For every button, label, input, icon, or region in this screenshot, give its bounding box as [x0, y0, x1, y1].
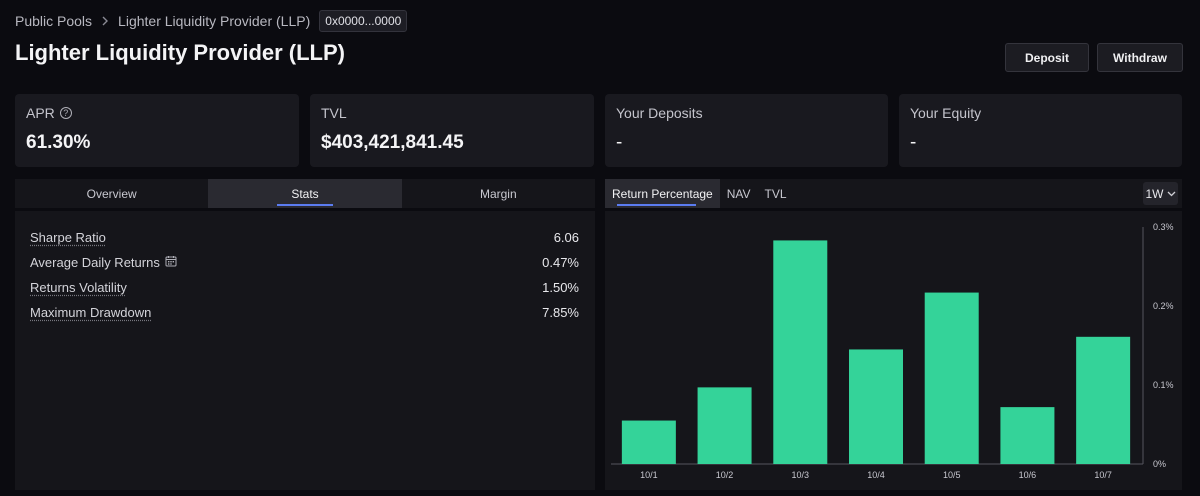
- stats-panel: Sharpe Ratio 6.06 Average Daily Returns …: [15, 211, 595, 490]
- return-chart-svg: 0% 0.1% 0.2% 0.3% 10/1 10/2 10/3 10/4 10/5 10/6 10…: [611, 222, 1174, 480]
- stat-row: Average Daily Returns 0.47%: [30, 250, 579, 275]
- x-tick-label: 10/7: [1094, 470, 1112, 480]
- tab-return-percentage[interactable]: Return Percentage: [605, 179, 720, 208]
- tvl-card: TVL $403,421,841.45: [310, 94, 594, 167]
- chart-tab-bar: Return Percentage NAV TVL 1W: [605, 179, 1182, 208]
- apr-label: APR: [26, 105, 55, 121]
- address-chip[interactable]: 0x0000...0000: [319, 10, 408, 32]
- y-tick-label: 0.3%: [1153, 222, 1174, 232]
- tab-overview[interactable]: Overview: [86, 186, 137, 201]
- calendar-icon[interactable]: [165, 255, 177, 270]
- x-tick-label: 10/5: [943, 470, 961, 480]
- tab-nav[interactable]: NAV: [726, 186, 751, 201]
- your-equity-value: -: [910, 132, 917, 153]
- your-equity-card: Your Equity -: [899, 94, 1182, 167]
- deposit-button[interactable]: Deposit: [1005, 43, 1089, 72]
- x-tick-label: 10/3: [792, 470, 810, 480]
- stat-row: Returns Volatility 1.50%: [30, 275, 579, 300]
- x-tick-label: 10/1: [640, 470, 658, 480]
- returns-volatility-label[interactable]: Returns Volatility: [30, 280, 127, 295]
- your-deposits-label: Your Deposits: [616, 105, 703, 121]
- y-tick-label: 0%: [1153, 459, 1166, 469]
- bar-10-2[interactable]: [697, 387, 752, 464]
- info-icon[interactable]: ?: [59, 107, 72, 119]
- bar-10-3[interactable]: [773, 240, 828, 464]
- x-tick-label: 10/4: [867, 470, 885, 480]
- returns-volatility-value: 1.50%: [542, 280, 579, 295]
- withdraw-button[interactable]: Withdraw: [1097, 43, 1183, 72]
- apr-card: APR ? 61.30%: [15, 94, 299, 167]
- bar-10-6[interactable]: [1000, 407, 1055, 464]
- x-tick-label: 10/2: [716, 470, 734, 480]
- range-select[interactable]: 1W: [1143, 182, 1178, 205]
- average-daily-returns-label-wrap: Average Daily Returns: [30, 255, 177, 270]
- range-value: 1W: [1145, 186, 1164, 201]
- stat-row: Sharpe Ratio 6.06: [30, 225, 579, 250]
- breadcrumb-public-pools[interactable]: Public Pools: [15, 13, 93, 29]
- sharpe-ratio-label[interactable]: Sharpe Ratio: [30, 230, 106, 245]
- bar-10-1[interactable]: [621, 420, 676, 464]
- your-deposits-value: -: [616, 132, 623, 153]
- tab-tvl[interactable]: TVL: [764, 186, 787, 201]
- sharpe-ratio-value: 6.06: [553, 230, 579, 245]
- your-deposits-card: Your Deposits -: [605, 94, 888, 167]
- apr-value: 61.30%: [26, 132, 91, 153]
- breadcrumb-current: Lighter Liquidity Provider (LLP): [118, 13, 311, 29]
- left-tab-bar: Overview Stats Margin: [15, 179, 595, 208]
- stat-row: Maximum Drawdown 7.85%: [30, 300, 579, 325]
- tvl-value: $403,421,841.45: [321, 132, 464, 153]
- x-tick-label: 10/6: [1019, 470, 1037, 480]
- page-title: Lighter Liquidity Provider (LLP): [15, 40, 345, 65]
- average-daily-returns-label: Average Daily Returns: [30, 255, 160, 270]
- average-daily-returns-value: 0.47%: [542, 255, 579, 270]
- your-equity-label: Your Equity: [910, 105, 982, 121]
- chevron-right-icon: [101, 16, 109, 26]
- tvl-label: TVL: [321, 105, 347, 121]
- tab-stats[interactable]: Stats: [208, 179, 402, 208]
- maximum-drawdown-value: 7.85%: [542, 305, 579, 320]
- chevron-down-icon: [1167, 191, 1175, 196]
- bar-10-4[interactable]: [849, 349, 903, 464]
- bar-10-5[interactable]: [924, 292, 979, 464]
- return-chart: 0% 0.1% 0.2% 0.3% 10/1 10/2 10/3 10/4 10/5 10/6 10…: [605, 211, 1182, 490]
- bar-10-7[interactable]: [1076, 336, 1131, 464]
- breadcrumb: Public Pools Lighter Liquidity Provider …: [15, 10, 408, 32]
- maximum-drawdown-label[interactable]: Maximum Drawdown: [30, 305, 152, 320]
- tab-margin[interactable]: Margin: [479, 186, 517, 201]
- y-tick-label: 0.1%: [1153, 380, 1174, 390]
- y-tick-label: 0.2%: [1153, 301, 1174, 311]
